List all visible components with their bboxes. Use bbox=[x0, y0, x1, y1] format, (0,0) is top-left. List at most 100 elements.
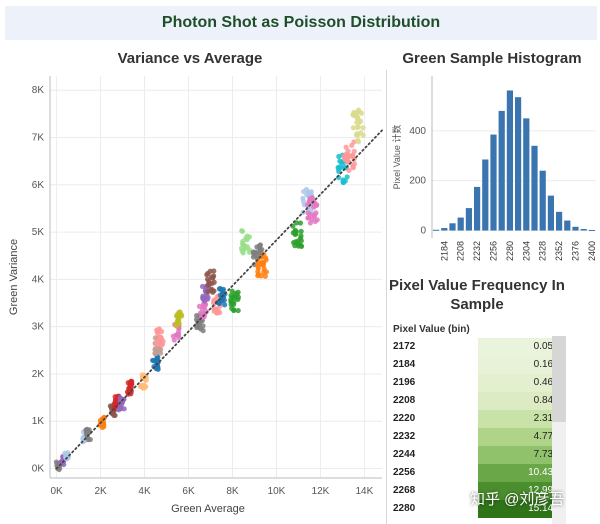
histogram-bar bbox=[474, 186, 481, 231]
data-point bbox=[338, 164, 345, 171]
data-point bbox=[230, 294, 236, 300]
data-point bbox=[349, 152, 355, 158]
data-point bbox=[311, 212, 318, 218]
frequency-percent: 15.14% bbox=[528, 503, 562, 514]
data-point bbox=[337, 158, 343, 164]
histogram-bar bbox=[482, 159, 489, 231]
histogram-bar bbox=[547, 195, 554, 231]
y-tick-label: 0K bbox=[32, 464, 45, 475]
frequency-percent: 2.31% bbox=[533, 413, 562, 424]
table-row[interactable]: 2196 0.46% bbox=[389, 374, 600, 393]
histogram-bar bbox=[580, 229, 587, 231]
data-point bbox=[336, 153, 342, 160]
data-point bbox=[207, 268, 213, 274]
y-tick-label: 400 bbox=[409, 126, 426, 137]
x-tick-label: 14K bbox=[356, 486, 374, 497]
data-point bbox=[112, 398, 119, 404]
table-row[interactable]: 2244 7.73% bbox=[389, 446, 600, 465]
x-tick-label: 2352 bbox=[554, 241, 564, 261]
table-row[interactable]: 2280 15.14% bbox=[389, 500, 600, 519]
frequency-percent: 0.84% bbox=[533, 395, 562, 406]
x-tick-label: 0K bbox=[50, 486, 63, 497]
data-point bbox=[350, 165, 356, 171]
bin-label: 2208 bbox=[393, 395, 416, 406]
data-point bbox=[350, 111, 356, 118]
frequency-percent: 7.73% bbox=[533, 449, 562, 460]
data-point bbox=[246, 234, 253, 240]
y-tick-label: 200 bbox=[409, 176, 426, 187]
data-point bbox=[255, 269, 261, 275]
table-row[interactable]: 2232 4.77% bbox=[389, 428, 600, 447]
data-point bbox=[119, 398, 125, 405]
frequency-title: Pixel Value Frequency In Sample bbox=[389, 276, 565, 314]
data-point bbox=[235, 296, 241, 303]
data-point bbox=[205, 294, 211, 301]
data-point bbox=[118, 406, 124, 412]
histogram-bar bbox=[449, 223, 456, 231]
data-point bbox=[160, 338, 166, 344]
bin-label: 2184 bbox=[393, 359, 416, 370]
data-point bbox=[200, 328, 206, 334]
data-point bbox=[292, 243, 298, 249]
data-point bbox=[84, 429, 90, 436]
table-row[interactable]: 2172 0.05% bbox=[389, 338, 600, 357]
data-point bbox=[209, 280, 215, 287]
scatter-title: Variance vs Average bbox=[117, 50, 263, 67]
histogram-bar bbox=[506, 90, 513, 231]
data-point bbox=[173, 323, 179, 329]
histogram-bar bbox=[498, 110, 505, 231]
data-point bbox=[174, 312, 181, 318]
y-tick-label: 8K bbox=[32, 85, 45, 96]
frequency-cell bbox=[478, 500, 566, 519]
data-point bbox=[228, 299, 234, 305]
data-point bbox=[346, 167, 352, 174]
data-point bbox=[155, 327, 161, 333]
histogram-bar bbox=[539, 170, 546, 231]
bin-label: 2232 bbox=[393, 431, 416, 442]
y-tick-label: 1K bbox=[32, 416, 45, 427]
data-point bbox=[314, 217, 320, 223]
dashboard-title: Photon Shot as Poisson Distribution bbox=[161, 14, 441, 31]
table-row[interactable]: 2256 10.43% bbox=[389, 464, 600, 483]
y-tick-label: 5K bbox=[32, 227, 45, 238]
data-point bbox=[178, 311, 184, 318]
data-point bbox=[229, 288, 235, 294]
data-point bbox=[176, 334, 182, 341]
data-point bbox=[208, 274, 215, 280]
table-row[interactable]: 2220 2.31% bbox=[389, 410, 600, 429]
data-point bbox=[154, 365, 160, 371]
bin-label: 2220 bbox=[393, 413, 416, 424]
y-axis-label: Pixel Value 计数 bbox=[391, 125, 402, 190]
frequency-percent: 10.43% bbox=[528, 467, 562, 478]
green-sample-histogram-chart[interactable]: 0 200 400 2184 2208 2232 2256 2280 2304 2328 2352 2… bbox=[388, 70, 600, 270]
bin-label: 2196 bbox=[393, 377, 416, 388]
y-tick-label: 0 bbox=[420, 226, 426, 237]
panel-divider bbox=[386, 70, 387, 524]
histogram-bar bbox=[490, 134, 497, 231]
histogram-bar bbox=[572, 226, 579, 231]
data-point bbox=[62, 450, 68, 456]
variance-vs-average-scatter-chart[interactable]: 0K 2K 4K 6K 8K 10K 12K 14K 0K 1K 2K 3K 4K 5K 6K 7K 8K Gre… bbox=[0, 70, 386, 524]
frequency-percent: 12.99% bbox=[528, 485, 562, 496]
data-point bbox=[152, 350, 158, 356]
data-point bbox=[157, 348, 163, 354]
frequency-table: Pixel Value (bin) 2172 0.05% 2184 0.16% 2196… bbox=[389, 322, 600, 524]
x-tick-label: 2280 bbox=[505, 241, 515, 261]
x-tick-label: 8K bbox=[226, 486, 239, 497]
bin-label: 2280 bbox=[393, 503, 416, 514]
data-point bbox=[208, 286, 215, 292]
table-row[interactable]: 2184 0.16% bbox=[389, 356, 600, 375]
frequency-percent: 0.46% bbox=[533, 377, 562, 388]
dashboard-title-banner: Photon Shot as Poisson Distribution bbox=[5, 6, 597, 40]
data-point bbox=[314, 202, 320, 208]
data-point bbox=[340, 177, 346, 183]
bin-label: 2172 bbox=[393, 341, 416, 352]
table-row[interactable]: 2208 0.84% bbox=[389, 392, 600, 411]
table-scrollbar-thumb[interactable] bbox=[552, 336, 566, 422]
data-point bbox=[262, 273, 268, 279]
y-axis-label: Green Variance bbox=[8, 239, 20, 315]
y-tick-label: 3K bbox=[32, 322, 45, 333]
frequency-title-line2: Sample bbox=[450, 296, 504, 313]
data-point bbox=[297, 220, 304, 226]
data-point bbox=[355, 137, 361, 143]
